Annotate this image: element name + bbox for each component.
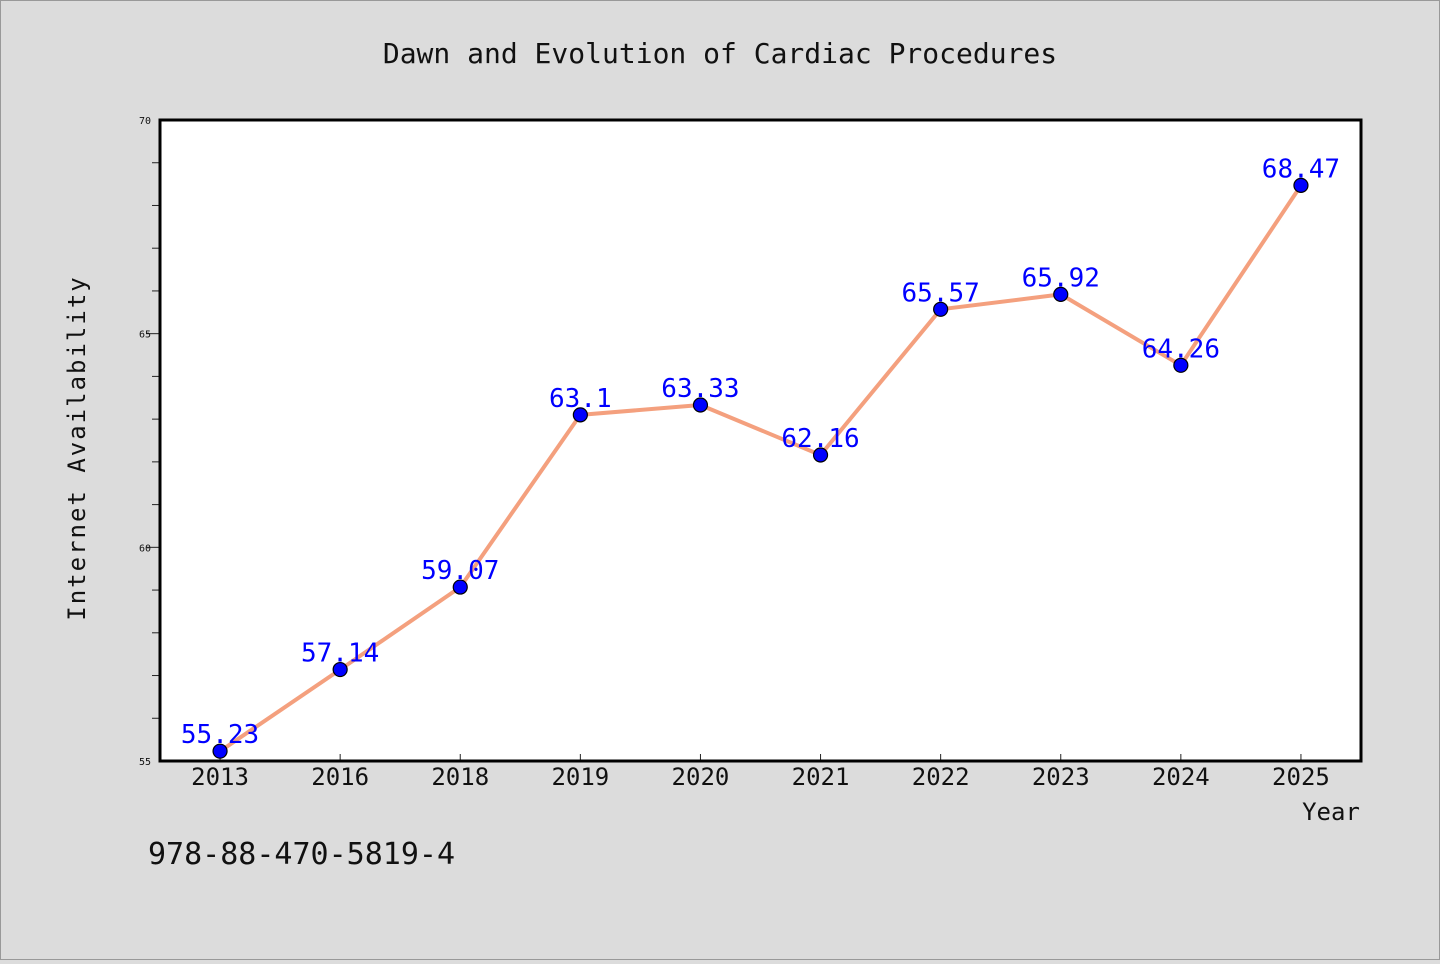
x-tick-label: 2025 bbox=[1272, 763, 1330, 791]
data-point bbox=[933, 301, 949, 317]
data-point bbox=[452, 579, 468, 595]
series-line bbox=[218, 184, 1303, 753]
x-tick-label: 2023 bbox=[1032, 763, 1090, 791]
data-label: 68.47 bbox=[1262, 154, 1340, 184]
x-tick-label: 2022 bbox=[912, 763, 970, 791]
data-label: 65.57 bbox=[902, 278, 980, 308]
chart-title: Dawn and Evolution of Cardiac Procedures bbox=[383, 37, 1057, 70]
data-point bbox=[212, 743, 228, 759]
data-label: 55.23 bbox=[181, 720, 259, 750]
data-label: 64.26 bbox=[1142, 334, 1220, 364]
data-point bbox=[692, 397, 709, 413]
plot-border bbox=[158, 118, 1363, 763]
x-axis-label: Year bbox=[1302, 798, 1360, 826]
data-label: 63.33 bbox=[661, 374, 739, 404]
data-label: 59.07 bbox=[421, 556, 499, 586]
data-label: 63.1 bbox=[549, 384, 612, 414]
data-point bbox=[1293, 177, 1309, 193]
isbn-annotation: 978-88-470-5819-4 bbox=[148, 837, 455, 872]
x-tick-label: 2019 bbox=[551, 763, 609, 791]
y-tick-label: 60 bbox=[139, 543, 151, 554]
x-tick-label: 2024 bbox=[1152, 763, 1210, 791]
data-label: 65.92 bbox=[1022, 263, 1100, 293]
y-tick-label: 70 bbox=[139, 116, 151, 127]
data-label: 62.16 bbox=[781, 424, 859, 454]
x-tick-label: 2018 bbox=[431, 763, 489, 791]
y-tick-label: 55 bbox=[139, 757, 151, 768]
x-tick-label: 2020 bbox=[672, 763, 730, 791]
data-point bbox=[1053, 286, 1069, 302]
y-tick-label: 65 bbox=[139, 330, 151, 341]
x-tick-label: 2021 bbox=[792, 763, 850, 791]
y-axis-label: Internet Availability bbox=[63, 275, 91, 620]
data-label: 57.14 bbox=[301, 639, 379, 669]
data-point bbox=[332, 661, 348, 678]
x-tick-label: 2016 bbox=[311, 763, 369, 791]
plot-area: 55 60 65 70 2013 2016 2018 2019 2020 2021 2022 2023… bbox=[139, 116, 1363, 791]
x-tick-label: 2013 bbox=[191, 763, 249, 791]
data-point bbox=[812, 447, 829, 463]
data-point bbox=[1173, 357, 1189, 373]
data-point bbox=[572, 407, 588, 423]
